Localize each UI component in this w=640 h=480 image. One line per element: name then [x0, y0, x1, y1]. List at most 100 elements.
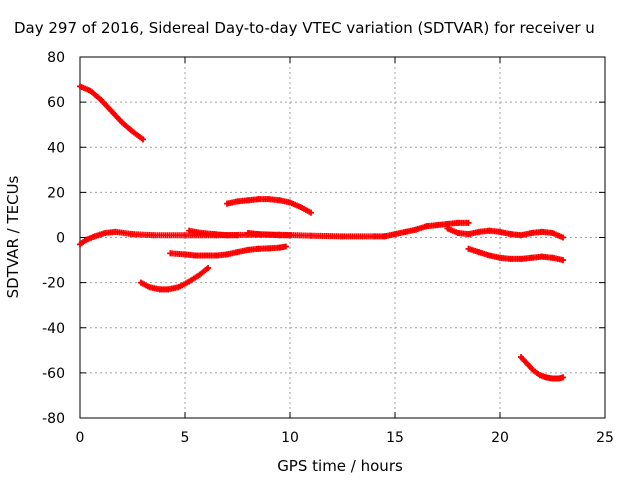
data-point: [165, 286, 172, 293]
data-point: [245, 229, 251, 236]
y-tick-label: -60: [42, 366, 65, 382]
data-point: [549, 254, 556, 261]
data-point: [276, 244, 283, 251]
data-point: [205, 264, 212, 271]
data-point: [539, 228, 545, 235]
data-point: [266, 231, 272, 238]
data-point: [186, 227, 193, 234]
data-point: [224, 251, 230, 258]
data-point: [186, 278, 193, 285]
data-point: [455, 229, 461, 236]
data-point: [486, 227, 493, 234]
data-series-group: [167, 243, 289, 259]
data-point: [255, 196, 262, 203]
data-point: [308, 209, 314, 216]
data-point: [192, 252, 199, 259]
data-point: [112, 228, 119, 235]
data-point: [167, 250, 174, 257]
data-point: [276, 197, 283, 204]
data-point: [77, 83, 83, 90]
data-point: [224, 200, 230, 207]
data-series-group: [186, 227, 241, 239]
data-point: [146, 284, 153, 291]
data-point: [282, 243, 289, 250]
data-point: [119, 119, 125, 126]
data-point: [175, 284, 182, 291]
data-point: [266, 196, 272, 203]
data-point: [524, 360, 531, 367]
data-point: [224, 232, 230, 239]
data-point: [444, 225, 451, 232]
data-point: [108, 108, 115, 115]
data-point: [156, 286, 163, 293]
data-series-group: [77, 83, 146, 143]
data-point: [549, 229, 556, 236]
data-point: [486, 252, 493, 259]
data-point: [560, 234, 566, 241]
data-series-group: [444, 225, 566, 241]
data-point: [530, 367, 537, 374]
data-point: [555, 375, 562, 382]
y-tick-label: 60: [47, 95, 65, 111]
data-point: [234, 232, 241, 239]
data-point: [91, 233, 98, 240]
data-point: [140, 136, 146, 143]
y-tick-label: 0: [56, 231, 65, 247]
data-point: [203, 252, 209, 259]
data-point: [560, 374, 566, 381]
data-point: [528, 229, 535, 236]
data-point: [276, 232, 283, 239]
data-point: [211, 231, 218, 238]
data-point: [381, 233, 388, 240]
data-point: [518, 354, 524, 361]
data-series-group: [465, 245, 566, 264]
y-tick-label: -40: [42, 321, 65, 337]
data-point: [266, 245, 272, 252]
data-point: [255, 231, 262, 238]
data-point: [198, 229, 205, 236]
data-point: [129, 128, 136, 135]
data-point: [83, 236, 90, 243]
data-point: [339, 233, 346, 240]
y-tick-label: -80: [42, 411, 65, 427]
data-point: [137, 279, 144, 286]
data-point: [549, 375, 556, 382]
data-series-group: [245, 229, 293, 239]
data-point: [518, 232, 524, 239]
data-point: [182, 232, 188, 239]
x-axis-label: GPS time / hours: [277, 457, 403, 475]
data-point: [476, 228, 482, 235]
data-point: [129, 231, 136, 238]
y-tick-label: -20: [42, 276, 65, 292]
y-tick-label: 40: [47, 140, 65, 156]
data-point: [528, 254, 535, 261]
data-point: [255, 245, 262, 252]
data-point: [392, 231, 398, 238]
data-point: [518, 255, 524, 262]
data-point: [182, 251, 188, 258]
data-point: [536, 372, 543, 379]
x-tick-label: 20: [491, 430, 509, 446]
data-series-group: [224, 196, 314, 216]
data-point: [543, 374, 550, 381]
data-point: [245, 197, 251, 204]
axis-ticks: [79, 56, 606, 419]
data-point: [287, 199, 293, 206]
x-tick-label: 10: [281, 430, 299, 446]
y-tick-labels: -80 -60 -40 -20 0 20 40 60 80: [42, 50, 65, 427]
data-point: [423, 223, 430, 230]
data-point: [507, 255, 514, 262]
data-point: [402, 228, 409, 235]
chart-title: Day 297 of 2016, Sidereal Day-to-day VTE…: [14, 19, 595, 37]
x-tick-label: 0: [76, 430, 85, 446]
data-point: [245, 246, 251, 253]
data-point: [497, 254, 503, 261]
y-axis-label: SDTVAR / TECUs: [4, 175, 22, 298]
data-point: [465, 219, 472, 226]
data-series-group: [137, 264, 212, 293]
data-point: [196, 271, 203, 278]
data-point: [465, 245, 472, 252]
data-point: [213, 252, 220, 259]
data-point: [234, 198, 241, 205]
